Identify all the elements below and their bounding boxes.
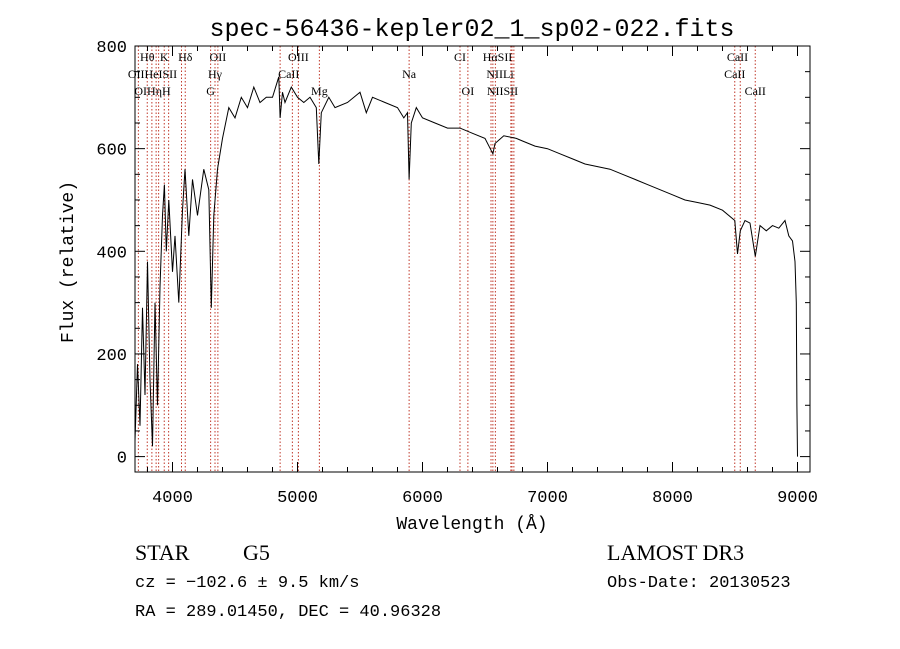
y-tick-label: 600 xyxy=(96,142,127,161)
marker-label: OI xyxy=(462,84,475,98)
marker-label: OII xyxy=(210,50,227,64)
obs-date: Obs-Date: 20130523 xyxy=(607,574,791,593)
spectral-subclass: G5 xyxy=(243,540,270,565)
x-tick-label: 9000 xyxy=(777,489,818,508)
marker-label: OIII xyxy=(288,50,309,64)
marker-label: CaII xyxy=(278,67,299,81)
marker-label: Hθ xyxy=(140,50,155,64)
marker-label: NIISII xyxy=(487,84,518,98)
x-tick-label: 4000 xyxy=(152,489,193,508)
marker-label: K xyxy=(160,50,169,64)
marker-label: CaII xyxy=(727,50,748,64)
x-tick-label: 5000 xyxy=(277,489,318,508)
marker-label: CI xyxy=(454,50,466,64)
x-tick-label: 6000 xyxy=(402,489,443,508)
y-tick-label: 0 xyxy=(117,450,127,469)
y-tick-label: 400 xyxy=(96,244,127,263)
y-tick-labels: 0 200 400 600 800 xyxy=(96,39,127,469)
data-series xyxy=(134,76,798,457)
line-marker-labels: Hθ K Hδ OII OIII CI HαSII CaII OIIHeISII Hγ CaII Na… xyxy=(128,50,766,98)
marker-label: NIILi xyxy=(486,67,514,81)
coordinates: RA = 289.01450, DEC = 40.96328 xyxy=(135,603,442,622)
marker-label: CaII xyxy=(745,84,766,98)
marker-label: Na xyxy=(402,67,417,81)
x-axis-label: Wavelength (Å) xyxy=(396,514,547,535)
marker-label: Hγ xyxy=(208,67,223,81)
axis-ticks xyxy=(135,45,810,472)
marker-label: CaII xyxy=(724,67,745,81)
survey-name: LAMOST DR3 xyxy=(607,540,745,565)
plot-frame xyxy=(134,45,811,473)
marker-label: G xyxy=(206,84,215,98)
series-line-flux xyxy=(134,76,798,457)
marker-label: OIIHeISII xyxy=(128,67,177,81)
marker-label: HαSII xyxy=(483,50,513,64)
y-tick-label: 800 xyxy=(96,39,127,58)
redshift-cz: cz = −102.6 ± 9.5 km/s xyxy=(135,574,360,593)
x-tick-labels: 4000 5000 6000 7000 8000 9000 xyxy=(152,489,818,508)
chart-title: spec-56436-kepler02_1_sp02-022.fits xyxy=(209,15,734,44)
x-tick-label: 8000 xyxy=(652,489,693,508)
spectral-class: STAR xyxy=(135,540,190,565)
y-axis-label: Flux (relative) xyxy=(59,181,79,343)
marker-label: Mg xyxy=(311,84,328,98)
y-tick-label: 200 xyxy=(96,347,127,366)
marker-label: OIHηH xyxy=(134,84,171,98)
line-markers xyxy=(137,46,756,472)
marker-label: Hδ xyxy=(178,50,193,64)
x-tick-label: 7000 xyxy=(527,489,568,508)
